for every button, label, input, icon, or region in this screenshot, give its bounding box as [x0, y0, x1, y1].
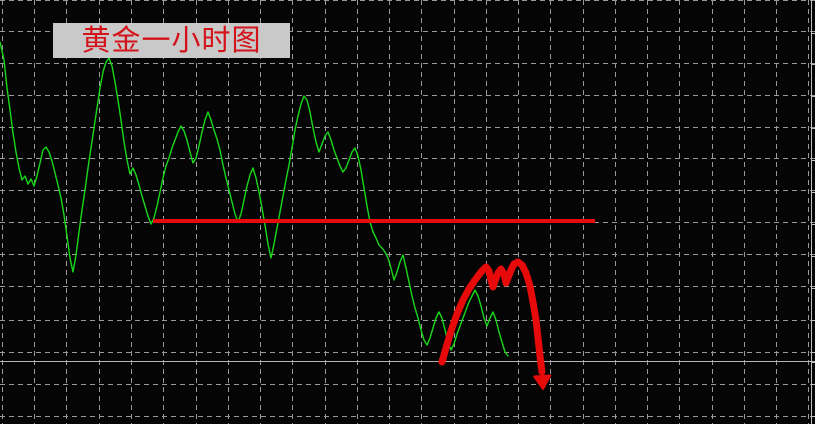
chart-title-box: 黄金一小时图 [53, 23, 290, 58]
price-line-series [0, 41, 509, 357]
forecast-arrow-annotation [438, 258, 552, 390]
page-title: 黄金一小时图 [81, 23, 262, 57]
right-price-scale [811, 0, 815, 424]
